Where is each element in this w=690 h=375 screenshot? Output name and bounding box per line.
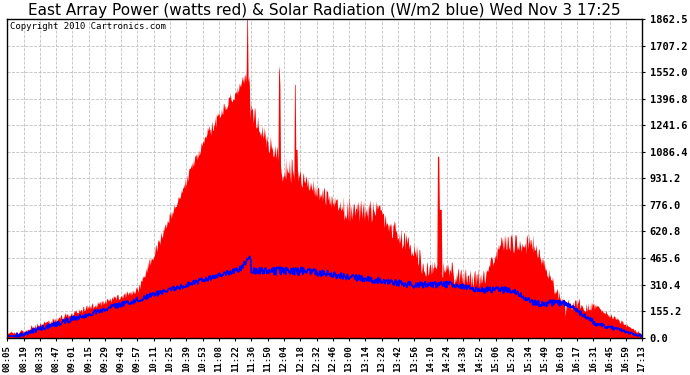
Title: East Array Power (watts red) & Solar Radiation (W/m2 blue) Wed Nov 3 17:25: East Array Power (watts red) & Solar Rad…	[28, 3, 621, 18]
Text: Copyright 2010 Cartronics.com: Copyright 2010 Cartronics.com	[10, 22, 166, 31]
